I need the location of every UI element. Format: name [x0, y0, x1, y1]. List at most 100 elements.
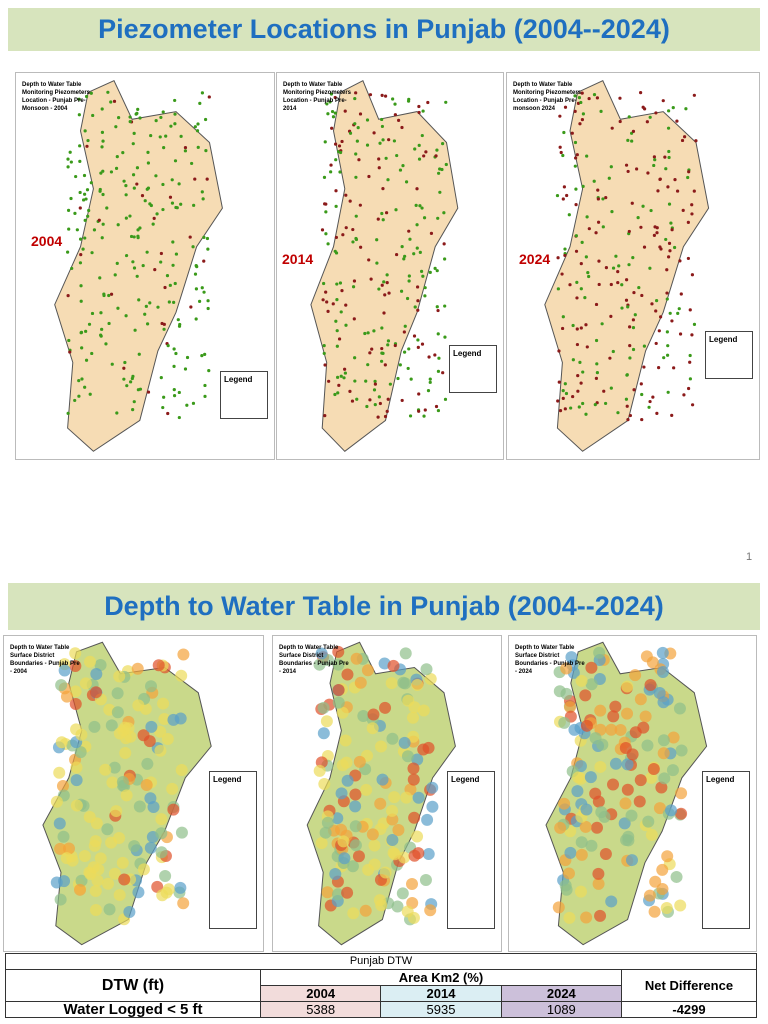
piezometer-dot: [100, 236, 104, 240]
piezometer-dot: [579, 287, 583, 291]
dtw-patch: [574, 885, 587, 898]
piezometer-dot: [436, 332, 440, 336]
dtw-patch: [666, 764, 679, 777]
piezometer-dot: [200, 286, 204, 290]
piezometer-dot: [338, 281, 343, 285]
piezometer-dot: [641, 204, 645, 208]
piezometer-dot: [575, 327, 579, 331]
piezometer-dot: [573, 94, 577, 98]
piezometer-dot: [625, 404, 629, 408]
dtw-patch: [157, 697, 170, 710]
piezometer-dot: [406, 366, 410, 371]
piezometer-dot: [97, 218, 101, 222]
piezometer-dot: [320, 228, 325, 232]
dtw-patch: [175, 826, 188, 839]
piezometer-dot: [167, 300, 171, 304]
dtw-patch: [625, 809, 638, 822]
piezometer-dot: [378, 401, 383, 406]
dtw-patch: [89, 904, 102, 917]
piezometer-dot: [578, 122, 582, 126]
piezometer-dot: [577, 405, 581, 409]
piezometer-dot: [616, 270, 620, 274]
piezometer-dot: [81, 198, 86, 202]
piezometer-dot: [367, 174, 371, 179]
dtw-patch: [670, 870, 683, 883]
piezometer-dot: [149, 133, 153, 138]
map-title: Depth to Water Table Monitoring Piezomet…: [22, 82, 91, 112]
piezometer-dot: [74, 174, 78, 179]
piezometer-dot: [672, 366, 676, 370]
piezometer-dot: [642, 365, 646, 369]
dtw-patch: [137, 863, 150, 876]
piezometer-dot: [365, 404, 369, 409]
piezometer-dot: [657, 366, 661, 370]
piezometer-dot: [79, 253, 83, 257]
piezometer-dot: [193, 272, 198, 276]
dtw-patch: [426, 781, 439, 794]
piezometer-dot: [380, 117, 384, 122]
dtw-patch: [572, 771, 585, 784]
dtw-patch: [53, 766, 66, 779]
dtw-patch: [655, 781, 668, 794]
piezometer-dot: [115, 411, 119, 415]
piezometer-dot: [381, 187, 385, 191]
piezometer-dot: [444, 162, 448, 167]
piezometer-dot: [687, 386, 691, 391]
piezometer-dot: [575, 153, 579, 157]
piezometer-dot: [366, 363, 370, 367]
piezometer-dot: [78, 159, 82, 163]
piezometer-dot: [333, 142, 338, 146]
piezometer-dot: [688, 353, 692, 358]
piezometer-dot: [433, 266, 437, 270]
piezometer-dot: [201, 197, 205, 201]
piezometer-dot: [132, 131, 136, 135]
piezometer-dot: [135, 166, 140, 170]
dtw-patch: [321, 886, 334, 899]
piezometer-dot: [190, 161, 194, 166]
piezometer-dot: [161, 405, 165, 410]
piezometer-dot: [624, 163, 629, 167]
piezometer-dot: [69, 196, 73, 201]
piezometer-dot: [587, 96, 591, 101]
map-year: 2014: [282, 251, 314, 267]
piezometer-dot: [351, 227, 355, 232]
dtw-patch: [57, 830, 70, 843]
dtw-patch: [167, 713, 180, 726]
piezometer-dot: [581, 112, 586, 116]
piezometer-dot: [155, 212, 159, 216]
piezometer-dot: [171, 240, 175, 244]
piezometer-dot: [682, 393, 686, 397]
dtw-patch: [375, 740, 388, 753]
dtw-patch: [642, 815, 655, 828]
dtw-patch: [175, 669, 188, 682]
piezometer-dot: [160, 321, 164, 326]
piezometer-dot: [584, 412, 588, 416]
piezometer-dot: [417, 104, 421, 109]
cell: 5935: [380, 1001, 502, 1018]
piezometer-dot: [604, 401, 608, 406]
dtw-patch: [621, 680, 634, 693]
dtw-patch: [621, 783, 634, 796]
piezometer-dot: [355, 139, 359, 143]
map-title: Depth to Water Table Surface District Bo…: [10, 645, 80, 675]
piezometer-dot: [124, 253, 129, 258]
piezometer-dot: [337, 383, 341, 387]
piezometer-dot: [610, 126, 614, 130]
piezometer-dot: [575, 342, 580, 347]
dtw-patch: [658, 772, 671, 785]
piezometer-dot: [176, 318, 180, 322]
dtw-patch: [156, 889, 169, 902]
dtw-patch: [367, 708, 380, 721]
dtw-patch: [113, 670, 126, 683]
piezometer-dot: [670, 228, 674, 232]
dtw-patch: [88, 720, 101, 733]
map-panel: Depth to Water Table Monitoring Piezomet…: [276, 72, 504, 460]
dtw-patch: [132, 886, 145, 899]
piezometer-dot: [607, 176, 611, 180]
dtw-patch: [101, 823, 114, 836]
piezometer-dot: [381, 138, 385, 142]
piezometer-dot: [116, 223, 120, 227]
dtw-patch: [634, 774, 647, 787]
piezometer-dot: [690, 403, 695, 407]
piezometer-dot: [631, 347, 636, 352]
